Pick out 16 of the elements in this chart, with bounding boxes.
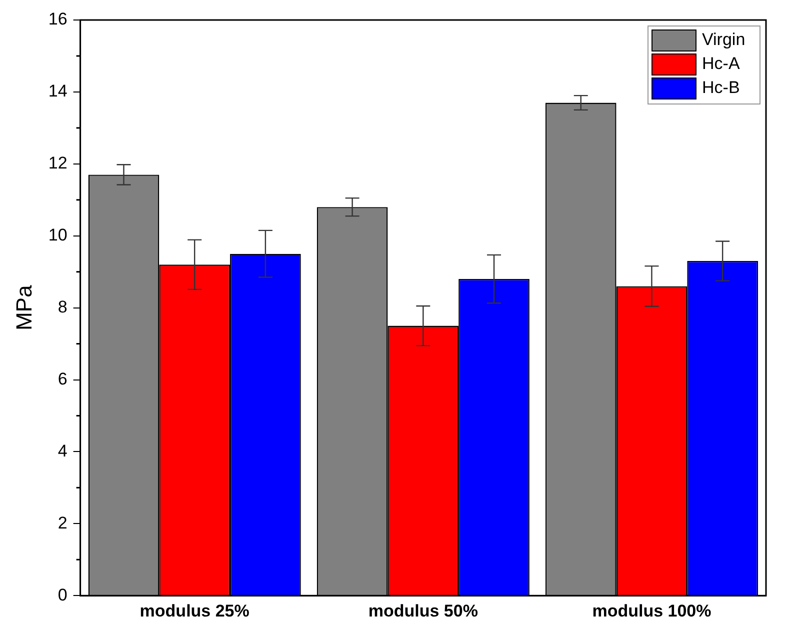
y-tick-label: 4	[58, 441, 68, 460]
y-tick-label: 16	[48, 10, 68, 29]
y-axis-title: MPa	[11, 284, 36, 330]
x-tick-label: modulus 50%	[368, 601, 478, 620]
legend-label: Hc-B	[702, 78, 740, 98]
y-tick-label: 0	[58, 585, 68, 604]
legend-label: Hc-A	[702, 54, 740, 74]
x-tick-label: modulus 25%	[140, 601, 250, 620]
y-tick-label: 8	[58, 297, 68, 316]
x-tick-label: modulus 100%	[592, 601, 712, 620]
y-tick-label: 6	[58, 369, 68, 388]
y-tick-label: 10	[48, 226, 68, 245]
y-tick-label: 2	[58, 513, 68, 532]
y-tick-label: 12	[48, 154, 68, 173]
legend-label: Virgin	[702, 30, 746, 50]
y-tick-label: 14	[48, 82, 68, 101]
